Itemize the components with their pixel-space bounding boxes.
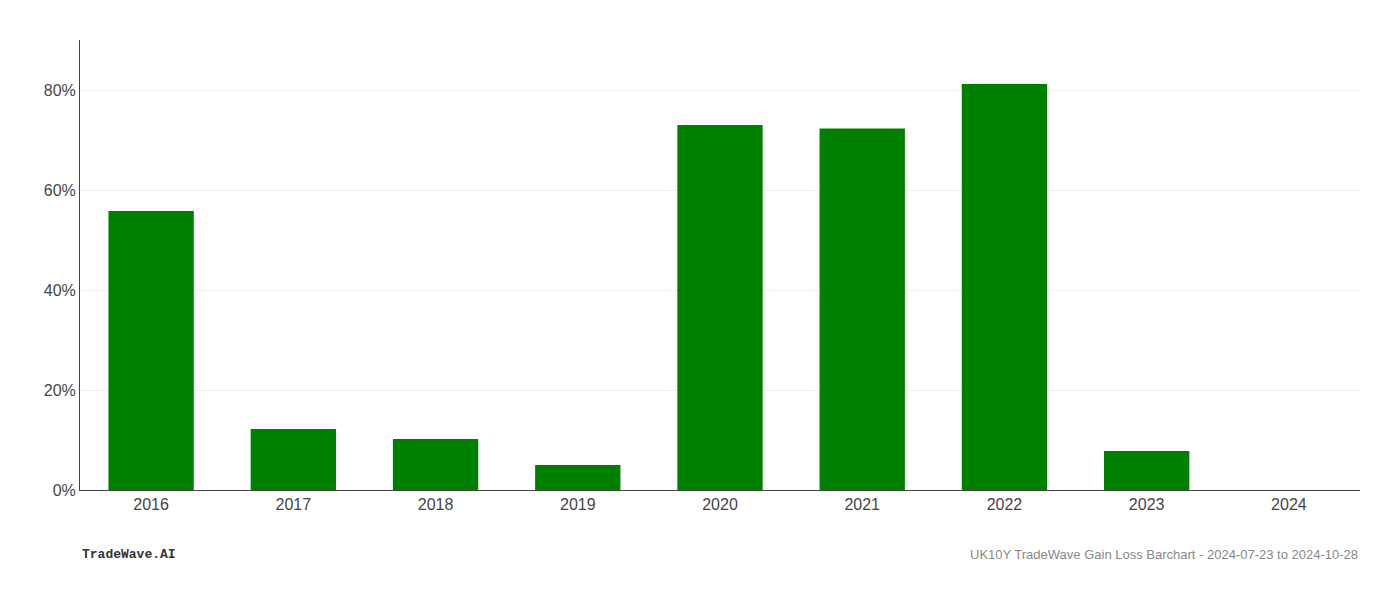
svg-text:2022: 2022 [987, 496, 1023, 513]
svg-text:2017: 2017 [276, 496, 312, 513]
svg-text:2020: 2020 [702, 496, 738, 513]
svg-text:0%: 0% [53, 482, 76, 499]
svg-text:2019: 2019 [560, 496, 596, 513]
svg-text:TradeWave.AI: TradeWave.AI [82, 547, 176, 562]
svg-text:80%: 80% [44, 82, 76, 99]
svg-text:40%: 40% [44, 282, 76, 299]
svg-text:2024: 2024 [1271, 496, 1307, 513]
svg-text:20%: 20% [44, 382, 76, 399]
svg-text:UK10Y TradeWave Gain Loss Barc: UK10Y TradeWave Gain Loss Barchart - 202… [970, 547, 1358, 562]
svg-text:2021: 2021 [844, 496, 880, 513]
svg-text:2016: 2016 [133, 496, 169, 513]
svg-text:2023: 2023 [1129, 496, 1165, 513]
svg-text:2018: 2018 [418, 496, 454, 513]
svg-text:60%: 60% [44, 182, 76, 199]
